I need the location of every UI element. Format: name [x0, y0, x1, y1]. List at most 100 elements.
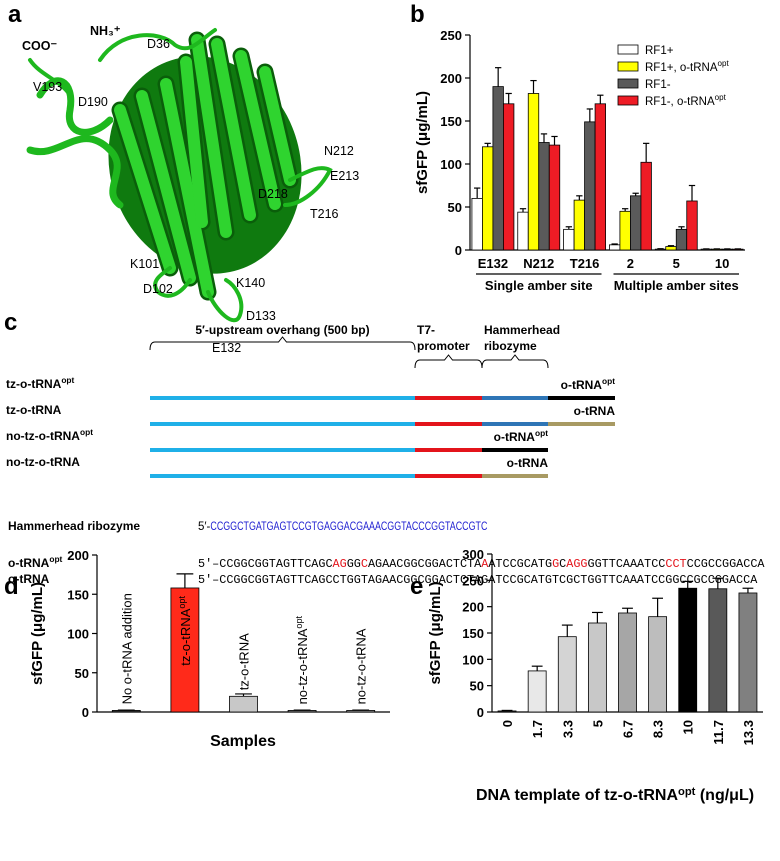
x-tick-label-run: no-tz-o-tRNA	[295, 628, 310, 704]
x-tick-label: 3.3	[560, 720, 575, 738]
legend-label-run: RF1-	[645, 79, 671, 91]
bar	[587, 622, 607, 713]
legend-label-sup: opt	[715, 93, 727, 102]
bar	[594, 103, 606, 251]
construct-name-sup: opt	[61, 375, 74, 385]
trna-label: o-tRNAopt	[494, 428, 549, 444]
x-tick-label-sup: opt	[294, 615, 304, 628]
residue-label: D102	[143, 282, 173, 296]
legend-label-sup: opt	[718, 59, 730, 68]
trna-label: o-tRNAopt	[561, 376, 616, 392]
x-tick-label: 5	[673, 256, 680, 271]
sequence-name-sup: opt	[49, 554, 62, 564]
sequence-text: CCGGCGGTAGTTCAGC	[219, 557, 332, 571]
x-tick-label: 5	[590, 720, 605, 727]
y-tick-label: 50	[470, 679, 484, 694]
loop	[206, 278, 244, 323]
bar	[557, 636, 577, 713]
sequence-text: GGTTCAAATCC	[588, 557, 666, 571]
y-tick-label: 100	[462, 652, 484, 667]
bar	[517, 211, 529, 251]
region-label: ribozyme	[484, 339, 537, 353]
bar	[497, 710, 517, 713]
sequence-name: o-tRNAopt	[8, 554, 63, 570]
helix	[26, 135, 124, 209]
region-label: Hammerhead	[484, 323, 560, 337]
y-axis-label: sfGFP (μg/mL)	[427, 581, 444, 684]
bar	[573, 199, 585, 251]
panel-label: a	[8, 1, 22, 28]
y-tick-label: 250	[462, 573, 484, 588]
trna-label-run: o-tRNA	[561, 378, 603, 392]
x-tick-label: T216	[570, 256, 600, 271]
x-tick-label: tz-o-tRNAopt	[177, 596, 193, 666]
sequence-name-run: o-tRNA	[8, 572, 50, 586]
bar	[630, 195, 642, 251]
bar	[686, 200, 698, 251]
region-label: promoter	[417, 339, 470, 353]
y-tick-label: 0	[455, 243, 462, 258]
bar	[619, 210, 631, 251]
legend-label-run: RF1+	[645, 45, 674, 57]
panel-label: c	[4, 309, 17, 336]
sequence-name: Hammerhead ribozyme	[8, 519, 140, 533]
bar	[527, 93, 540, 251]
legend-swatch	[617, 95, 639, 106]
brace	[481, 354, 549, 369]
x-tick-label-run: tz-o-tRNA	[178, 608, 193, 665]
construct-name: no-tz-o-tRNAopt	[6, 427, 93, 443]
construct-name: tz-o-tRNA	[6, 403, 62, 417]
x-tick-label: no-tz-o-tRNA	[354, 628, 369, 704]
sequence-text: AGAACGGCGGACTCTA	[368, 557, 482, 571]
trna-label-sup: opt	[602, 376, 615, 386]
x-axis-label-sup: opt	[678, 786, 696, 798]
sequence-text: CCGCCGGACCA	[687, 557, 766, 571]
construct-name-sup: opt	[80, 427, 93, 437]
legend-label: RF1+	[645, 45, 674, 57]
x-axis-label-run: DNA template of tz-o-tRNA	[476, 787, 679, 804]
sequence-text: CCGGCGGTAGTTCAGCCTGGTAGAACGGCGGACTCTAGAT…	[219, 573, 758, 587]
sequence-mutation: C	[361, 557, 368, 571]
bar	[471, 197, 483, 251]
y-tick-label: 100	[440, 157, 462, 172]
bar	[503, 103, 515, 251]
sequence-name: o-tRNA	[8, 572, 50, 586]
panel-label: e	[410, 573, 423, 600]
bar	[738, 592, 758, 713]
x-tick-label: 10	[681, 720, 696, 734]
x-tick-label: 13.3	[741, 720, 756, 745]
bar	[563, 228, 575, 251]
construct-name-run: no-tz-o-tRNA	[6, 429, 80, 443]
residue-label: K101	[130, 257, 159, 271]
x-axis-label-run: (ng/μL)	[695, 787, 754, 804]
bar	[287, 710, 317, 713]
sequence-name-run: o-tRNA	[8, 556, 50, 570]
brace	[414, 354, 483, 369]
legend-label-run: RF1+, o-tRNA	[645, 62, 718, 74]
panel-label: b	[410, 1, 425, 28]
trna-label: o-tRNA	[507, 456, 549, 470]
loop	[28, 58, 72, 97]
bar	[538, 142, 550, 251]
loop	[153, 266, 192, 298]
x-tick-label-run: tz-o-tRNA	[237, 633, 252, 690]
y-tick-label: 150	[67, 587, 89, 602]
residue-label: D190	[78, 95, 108, 109]
group-label: Single amber site	[485, 278, 593, 293]
sequence-prefix: 5′–	[198, 557, 219, 571]
y-tick-label: 0	[82, 705, 89, 720]
legend-swatch	[617, 44, 639, 55]
y-tick-label: 200	[440, 71, 462, 86]
trna-label-sup: opt	[535, 428, 548, 438]
legend-label: RF1-, o-tRNAopt	[645, 93, 727, 108]
legend-swatch	[617, 61, 639, 72]
y-axis-label: sfGFP (μg/mL)	[29, 582, 46, 685]
construct-name: no-tz-o-tRNA	[6, 455, 80, 469]
sequence-text: C	[559, 557, 566, 571]
x-tick-label: 2	[627, 256, 634, 271]
x-tick-label: N212	[523, 256, 554, 271]
bar	[584, 121, 596, 251]
x-tick-label: 8.3	[651, 720, 666, 738]
y-tick-label: 200	[67, 548, 89, 563]
